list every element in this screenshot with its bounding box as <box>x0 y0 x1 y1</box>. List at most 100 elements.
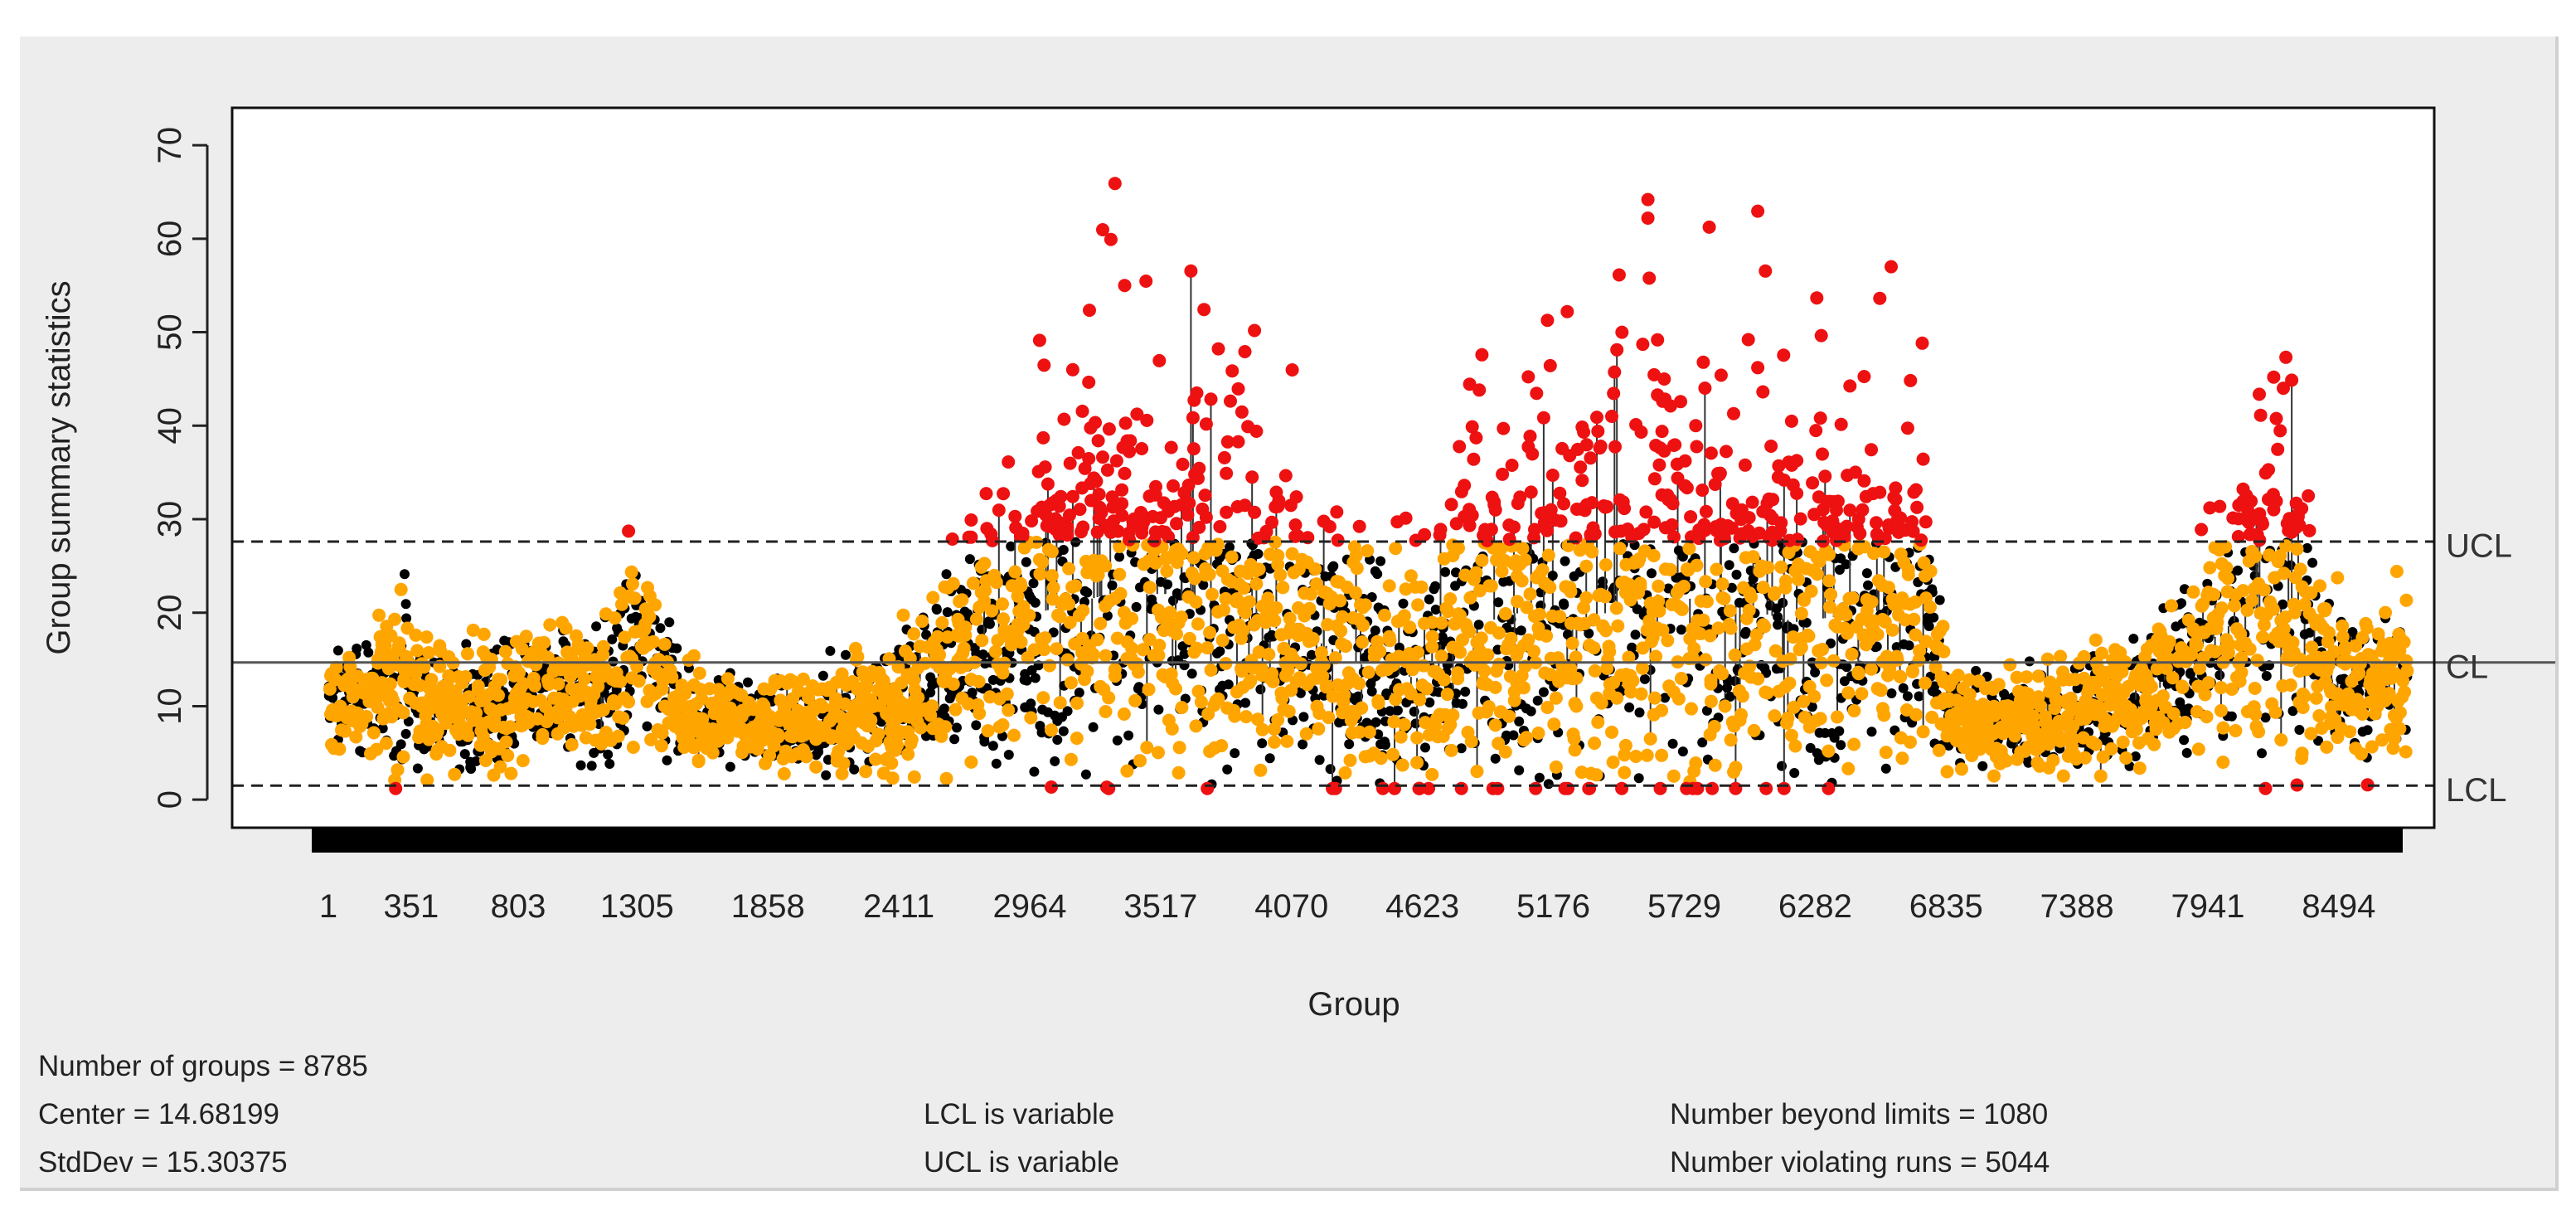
data-point <box>332 645 343 656</box>
data-point <box>2249 707 2263 722</box>
data-point <box>1508 730 1519 741</box>
data-point <box>1027 643 1041 657</box>
data-point <box>1269 535 1283 549</box>
data-point <box>596 639 610 654</box>
data-point <box>1720 445 1733 459</box>
data-point <box>1797 694 1811 708</box>
data-point <box>2290 542 2304 556</box>
data-point <box>2305 640 2319 654</box>
data-point <box>1425 767 1439 781</box>
data-point <box>1062 706 1073 717</box>
data-point <box>1768 586 1782 600</box>
data-point <box>2343 725 2356 739</box>
data-point <box>1502 532 1516 547</box>
data-point <box>1699 653 1713 667</box>
data-point <box>687 649 701 663</box>
data-point <box>1805 742 1816 753</box>
data-point <box>720 672 735 686</box>
data-point <box>1109 454 1123 468</box>
data-point <box>1639 673 1650 684</box>
data-point <box>835 667 849 681</box>
data-point <box>1677 746 1688 757</box>
data-point <box>1136 643 1150 657</box>
data-point <box>1362 725 1376 739</box>
data-point <box>1900 421 1914 435</box>
data-point <box>2124 702 2137 717</box>
data-point <box>1249 425 1264 438</box>
data-point <box>1834 726 1845 736</box>
data-point <box>1540 523 1555 537</box>
data-point <box>1225 542 1235 552</box>
data-point <box>1666 497 1680 511</box>
data-point <box>1841 662 1852 673</box>
data-point <box>1105 490 1119 504</box>
data-point <box>2128 634 2139 644</box>
data-point <box>1387 715 1401 729</box>
data-point <box>1777 761 1787 771</box>
data-point <box>1008 565 1022 579</box>
data-point <box>896 608 910 622</box>
data-point <box>1244 673 1258 688</box>
data-point <box>626 577 639 591</box>
data-point <box>2144 679 2158 693</box>
data-point <box>1713 466 1727 480</box>
data-point <box>2185 668 2195 679</box>
data-point <box>551 677 565 691</box>
data-point <box>1611 619 1625 633</box>
data-point <box>1516 681 1531 695</box>
data-point <box>2178 716 2192 729</box>
data-point <box>1259 525 1273 539</box>
data-point <box>1809 424 1823 438</box>
data-point <box>1236 624 1250 638</box>
data-point <box>1540 629 1554 643</box>
data-point <box>973 707 987 721</box>
data-point <box>1663 399 1677 413</box>
data-point <box>2365 740 2379 754</box>
data-point <box>1113 540 1127 553</box>
data-point <box>1660 693 1671 703</box>
data-point <box>1397 609 1411 623</box>
data-point <box>907 627 921 641</box>
data-point <box>2160 651 2174 664</box>
data-point <box>471 756 482 766</box>
data-point <box>1398 598 1409 609</box>
data-point <box>1118 279 1132 293</box>
data-point <box>396 706 410 720</box>
data-point <box>1657 444 1671 458</box>
data-point <box>952 722 962 733</box>
data-point <box>1128 693 1142 707</box>
data-point <box>1756 385 1770 399</box>
data-point <box>1230 748 1240 759</box>
data-point <box>1637 523 1651 537</box>
data-point <box>2398 685 2412 699</box>
data-point <box>1115 497 1129 511</box>
data-point <box>1701 705 1712 716</box>
data-point <box>1987 769 2001 783</box>
data-point <box>2382 687 2396 701</box>
data-point <box>1916 725 1930 739</box>
data-point <box>975 634 989 648</box>
data-point <box>655 623 666 634</box>
data-point <box>1731 569 1742 580</box>
data-point <box>2400 663 2414 678</box>
data-point <box>1036 555 1050 569</box>
data-point <box>1647 472 1662 486</box>
data-point <box>422 646 436 659</box>
data-point <box>1021 557 1031 567</box>
data-point <box>1814 328 1828 343</box>
data-point <box>1699 575 1713 589</box>
data-point <box>1615 781 1629 795</box>
data-point <box>1424 697 1435 707</box>
data-point <box>1870 628 1885 641</box>
data-point <box>1591 425 1605 438</box>
data-point <box>1381 690 1392 701</box>
data-point <box>964 755 978 769</box>
data-point <box>1520 600 1534 615</box>
data-point <box>1090 633 1104 647</box>
data-point <box>1874 683 1888 697</box>
data-point <box>1038 460 1052 474</box>
data-point <box>1118 416 1133 430</box>
data-point <box>1905 663 1919 678</box>
data-point <box>796 672 810 686</box>
data-point <box>1708 758 1722 772</box>
